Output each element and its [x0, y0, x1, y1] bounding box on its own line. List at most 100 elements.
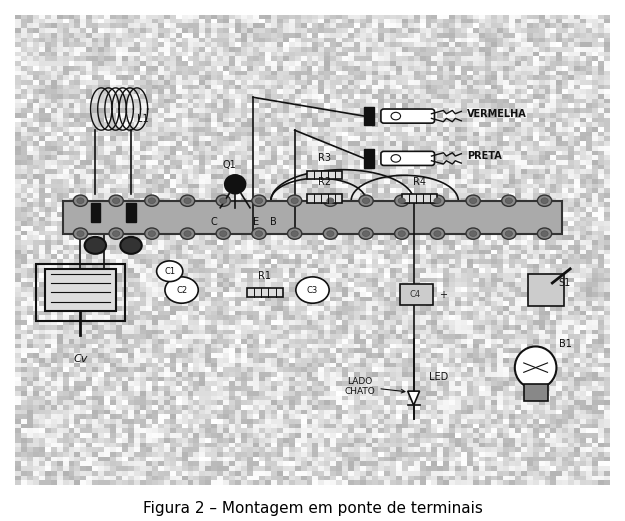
Text: LADO
CHATO: LADO CHATO	[345, 377, 405, 396]
Circle shape	[291, 198, 298, 204]
Circle shape	[145, 195, 159, 206]
Text: Q1: Q1	[222, 160, 236, 170]
Circle shape	[398, 231, 406, 237]
Circle shape	[327, 231, 334, 237]
Text: C1: C1	[164, 267, 175, 276]
Bar	[306, 170, 343, 179]
Bar	[45, 269, 116, 311]
Bar	[400, 284, 433, 305]
Circle shape	[112, 198, 120, 204]
FancyBboxPatch shape	[381, 151, 434, 166]
Bar	[529, 274, 564, 306]
Text: R4: R4	[413, 177, 426, 187]
Circle shape	[466, 228, 480, 239]
Text: E: E	[253, 217, 259, 227]
Circle shape	[288, 228, 302, 239]
Circle shape	[121, 237, 142, 254]
Circle shape	[469, 231, 477, 237]
Circle shape	[323, 195, 338, 206]
Circle shape	[145, 228, 159, 239]
Text: +: +	[439, 290, 447, 300]
Circle shape	[505, 231, 512, 237]
Circle shape	[252, 228, 266, 239]
Circle shape	[323, 228, 338, 239]
Circle shape	[216, 228, 231, 239]
Circle shape	[391, 155, 401, 162]
Bar	[402, 194, 437, 203]
Circle shape	[181, 228, 195, 239]
Text: L1: L1	[137, 114, 149, 123]
Bar	[306, 194, 343, 203]
Circle shape	[148, 198, 156, 204]
Circle shape	[216, 195, 231, 206]
Circle shape	[73, 195, 88, 206]
Bar	[247, 288, 282, 296]
Text: LED: LED	[429, 372, 448, 382]
Bar	[126, 203, 136, 222]
Circle shape	[434, 231, 441, 237]
Circle shape	[359, 228, 373, 239]
Circle shape	[291, 231, 298, 237]
Circle shape	[430, 195, 444, 206]
Ellipse shape	[225, 175, 246, 194]
Circle shape	[538, 228, 552, 239]
Circle shape	[391, 113, 401, 120]
Text: Figura 2 – Montagem em ponte de terminais: Figura 2 – Montagem em ponte de terminai…	[142, 501, 482, 516]
Circle shape	[165, 277, 198, 303]
Circle shape	[394, 195, 409, 206]
Circle shape	[541, 198, 548, 204]
Circle shape	[256, 198, 262, 204]
Circle shape	[541, 231, 548, 237]
Circle shape	[184, 231, 191, 237]
Polygon shape	[408, 391, 419, 405]
Circle shape	[73, 228, 88, 239]
Text: VERMELHA: VERMELHA	[468, 109, 527, 119]
Circle shape	[112, 231, 120, 237]
Ellipse shape	[515, 346, 556, 389]
Circle shape	[84, 237, 106, 254]
Text: C4: C4	[409, 290, 421, 299]
Circle shape	[181, 195, 195, 206]
Bar	[91, 203, 100, 222]
Circle shape	[502, 228, 516, 239]
Text: R2: R2	[318, 177, 331, 187]
Circle shape	[466, 195, 480, 206]
Text: S1: S1	[558, 278, 571, 288]
Circle shape	[296, 277, 329, 303]
Text: Cv: Cv	[73, 354, 88, 364]
Text: PRETA: PRETA	[468, 151, 502, 161]
Bar	[524, 384, 548, 401]
Circle shape	[502, 195, 516, 206]
Text: B1: B1	[559, 339, 572, 349]
Circle shape	[77, 198, 84, 204]
Circle shape	[434, 198, 441, 204]
Bar	[36, 264, 125, 320]
Text: R3: R3	[318, 153, 331, 163]
Text: B: B	[271, 217, 278, 227]
Bar	[364, 107, 374, 126]
Circle shape	[362, 231, 369, 237]
Bar	[364, 149, 374, 168]
Circle shape	[398, 198, 406, 204]
Circle shape	[362, 198, 369, 204]
FancyBboxPatch shape	[381, 109, 434, 123]
Circle shape	[288, 195, 302, 206]
Text: C3: C3	[307, 286, 318, 294]
Circle shape	[148, 231, 156, 237]
Circle shape	[184, 198, 191, 204]
Circle shape	[505, 198, 512, 204]
Circle shape	[252, 195, 266, 206]
Circle shape	[394, 228, 409, 239]
Circle shape	[219, 231, 227, 237]
Circle shape	[256, 231, 262, 237]
Circle shape	[219, 198, 227, 204]
Text: C: C	[211, 217, 217, 227]
Circle shape	[538, 195, 552, 206]
Circle shape	[469, 198, 477, 204]
Circle shape	[430, 228, 444, 239]
Circle shape	[109, 195, 123, 206]
Circle shape	[327, 198, 334, 204]
Circle shape	[157, 261, 182, 281]
Bar	[62, 201, 562, 233]
Text: R1: R1	[258, 270, 271, 281]
